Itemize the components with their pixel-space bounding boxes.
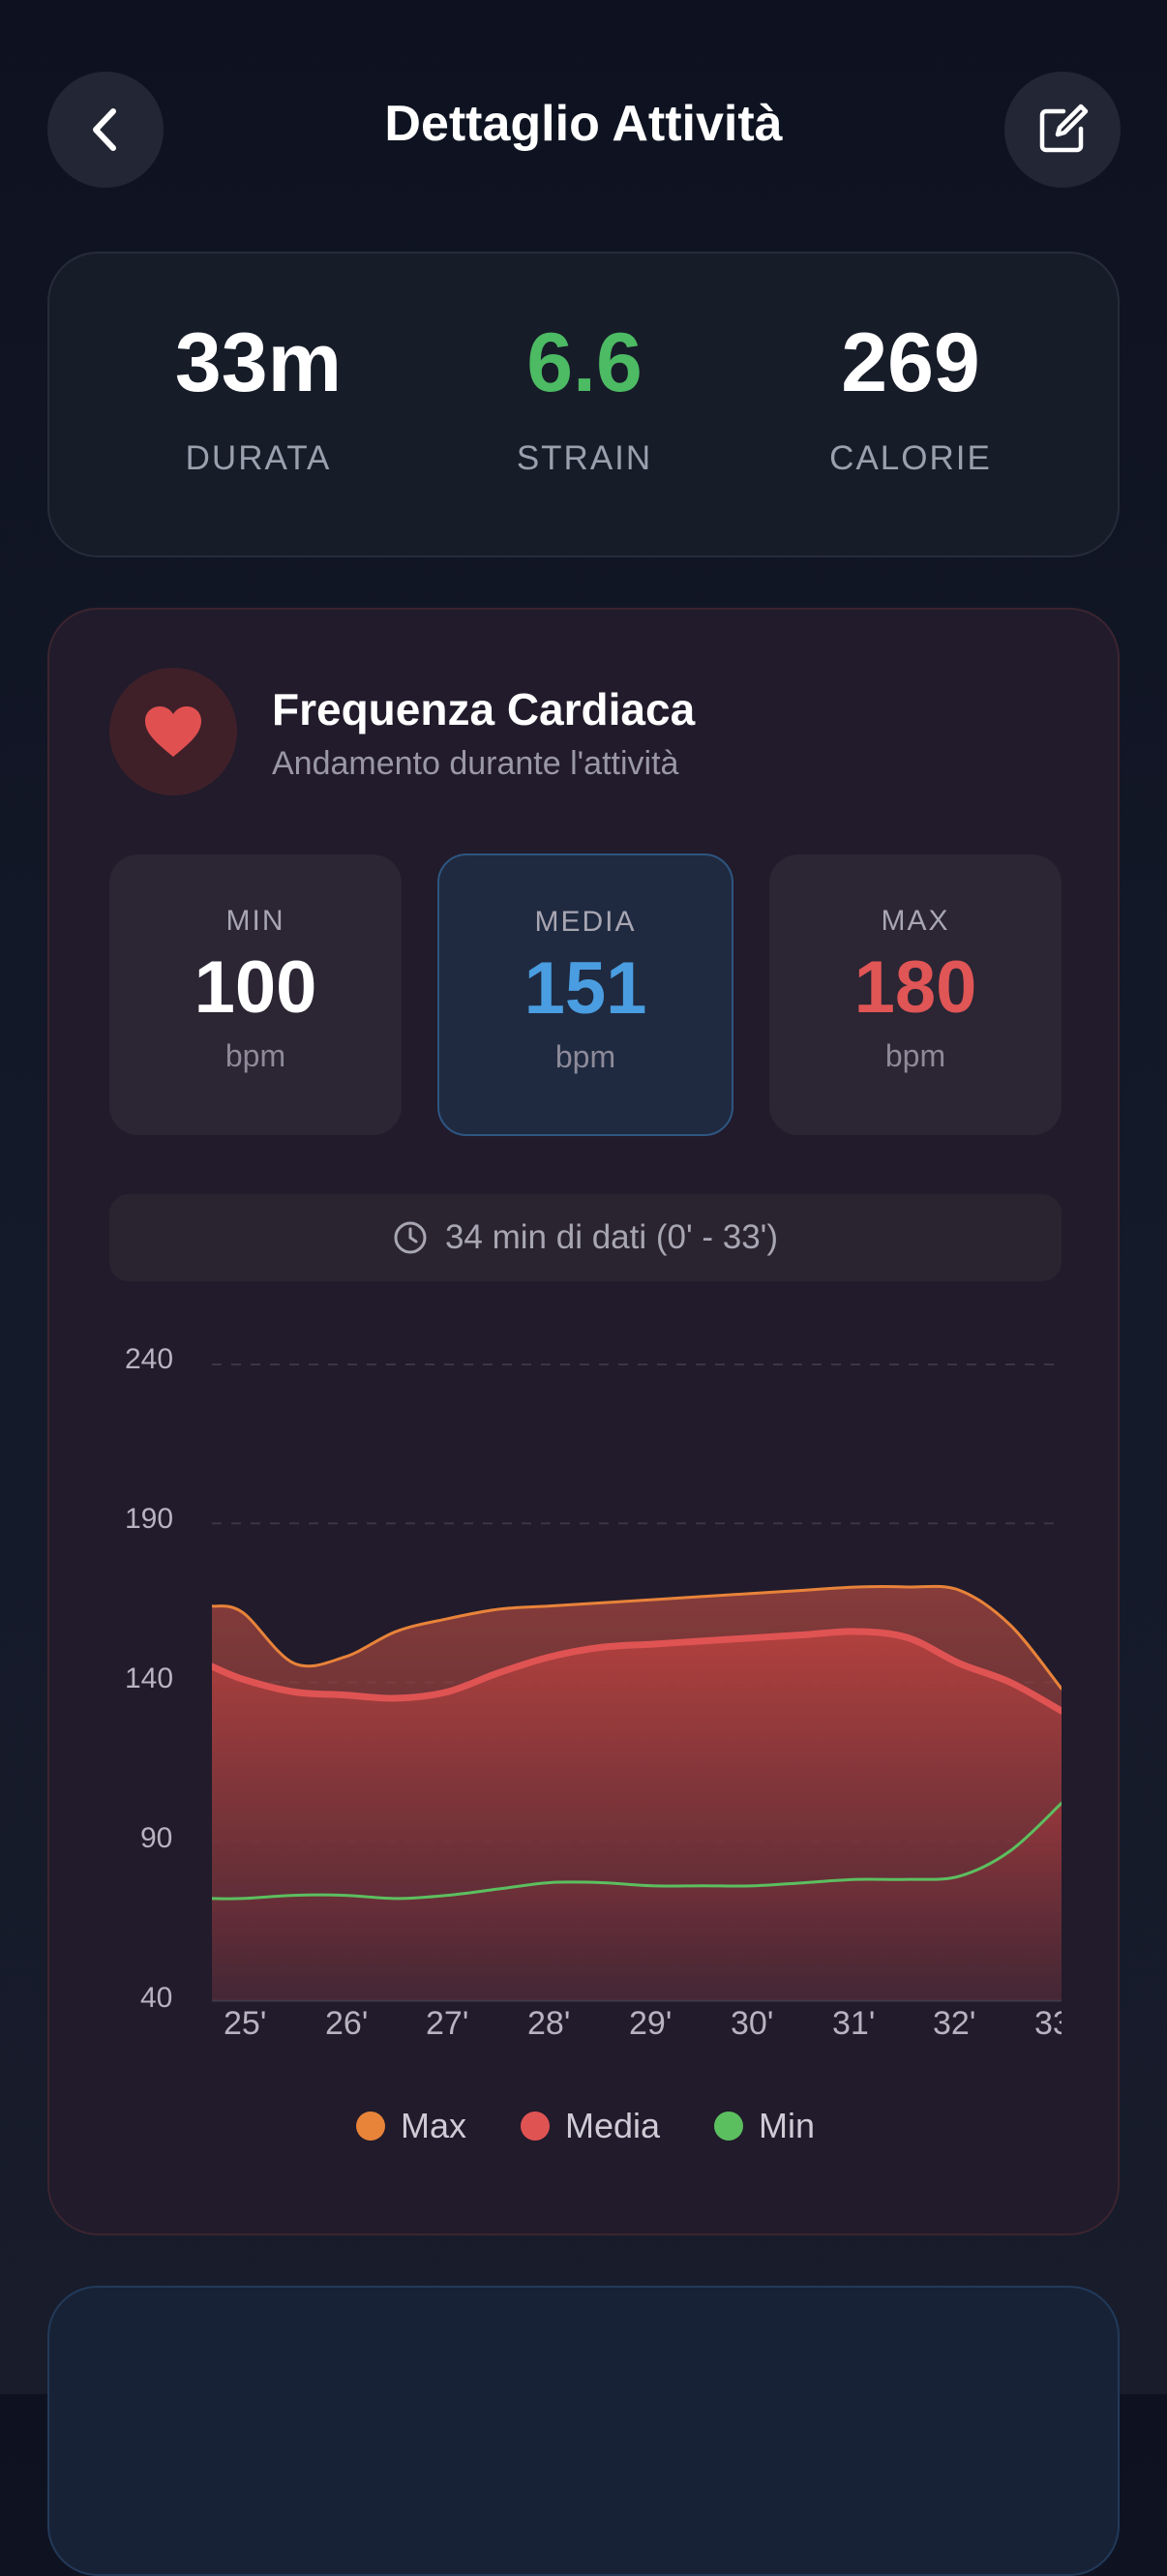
next-card-peek (47, 2286, 1120, 2576)
stat-media-label: MEDIA (534, 906, 637, 938)
stat-min-label: MIN (225, 905, 285, 937)
summary-duration: 33m DURATA (94, 321, 423, 478)
legend-item-max: Max (355, 2106, 466, 2146)
legend-item-media: Media (520, 2106, 661, 2146)
heart-rate-subtitle: Andamento durante l'attività (272, 745, 679, 782)
calories-label: CALORIE (829, 439, 992, 477)
y-tick-label: 90 (140, 1822, 173, 1854)
legend-dot-min (714, 2112, 744, 2141)
stat-max-value: 180 (853, 946, 977, 1029)
heart-badge (109, 668, 237, 795)
legend-label-max: Max (400, 2106, 466, 2145)
y-tick-label: 190 (125, 1503, 174, 1535)
stat-min: MIN 100 bpm (109, 854, 402, 1135)
stat-max: MAX 180 bpm (769, 854, 1062, 1135)
x-tick-label: 31' (832, 2005, 876, 2042)
data-range-text: 34 min di dati (0' - 33') (444, 1218, 779, 1256)
duration-label: DURATA (185, 439, 332, 477)
heart-rate-chart (212, 1363, 1062, 2002)
back-button[interactable] (47, 72, 164, 188)
chevron-left-icon (93, 108, 116, 151)
x-tick-label: 29' (629, 2005, 673, 2042)
summary-calories: 269 CALORIE (746, 321, 1075, 478)
legend-label-media: Media (564, 2106, 661, 2145)
x-tick-label: 27' (426, 2005, 469, 2042)
legend-label-min: Min (759, 2106, 816, 2145)
heart-icon (145, 706, 201, 757)
stat-media-unit: bpm (554, 1039, 616, 1074)
series-line-min (212, 1801, 1062, 1901)
stat-min-unit: bpm (224, 1038, 286, 1073)
legend-item-min: Min (714, 2106, 815, 2146)
summary-card: 33m DURATA 6.6 STRAIN 269 CALORIE (47, 252, 1120, 557)
summary-strain: 6.6 STRAIN (420, 321, 749, 478)
series-line-media (212, 1628, 1062, 1715)
y-tick-label: 140 (125, 1662, 174, 1694)
stat-min-value: 100 (194, 946, 317, 1029)
x-tick-label: 32' (933, 2005, 976, 2042)
stat-max-label: MAX (881, 905, 950, 937)
strain-label: STRAIN (516, 439, 653, 477)
x-tick-label: 30' (731, 2005, 774, 2042)
duration-value: 33m (174, 316, 343, 409)
y-tick-label: 240 (125, 1343, 174, 1375)
data-range-info: 34 min di dati (0' - 33') (109, 1194, 1062, 1281)
stat-media: MEDIA 151 bpm (437, 854, 733, 1136)
x-tick-label: 33' (1034, 2005, 1062, 2042)
stat-max-unit: bpm (884, 1038, 946, 1073)
heart-rate-card: Frequenza Cardiaca Andamento durante l'a… (47, 608, 1120, 2235)
x-tick-label: 25' (224, 2005, 267, 2042)
heart-rate-title: Frequenza Cardiaca (272, 684, 696, 734)
page-title: Dettaglio Attività (384, 96, 783, 152)
strain-value: 6.6 (526, 316, 643, 409)
legend-dot-max (355, 2112, 385, 2141)
y-tick-label: 40 (140, 1982, 173, 2014)
edit-button[interactable] (1004, 72, 1121, 188)
x-tick-label: 28' (527, 2005, 571, 2042)
stat-media-value: 151 (524, 947, 647, 1030)
legend-dot-media (520, 2112, 550, 2141)
clock-icon (394, 1221, 427, 1254)
series-line-max (212, 1584, 1062, 1691)
x-tick-label: 26' (325, 2005, 369, 2042)
edit-icon (1039, 104, 1089, 153)
chart-legend: Max Media Min (49, 2106, 1122, 2146)
calories-value: 269 (841, 316, 980, 409)
series-area-min (212, 1803, 1062, 2000)
